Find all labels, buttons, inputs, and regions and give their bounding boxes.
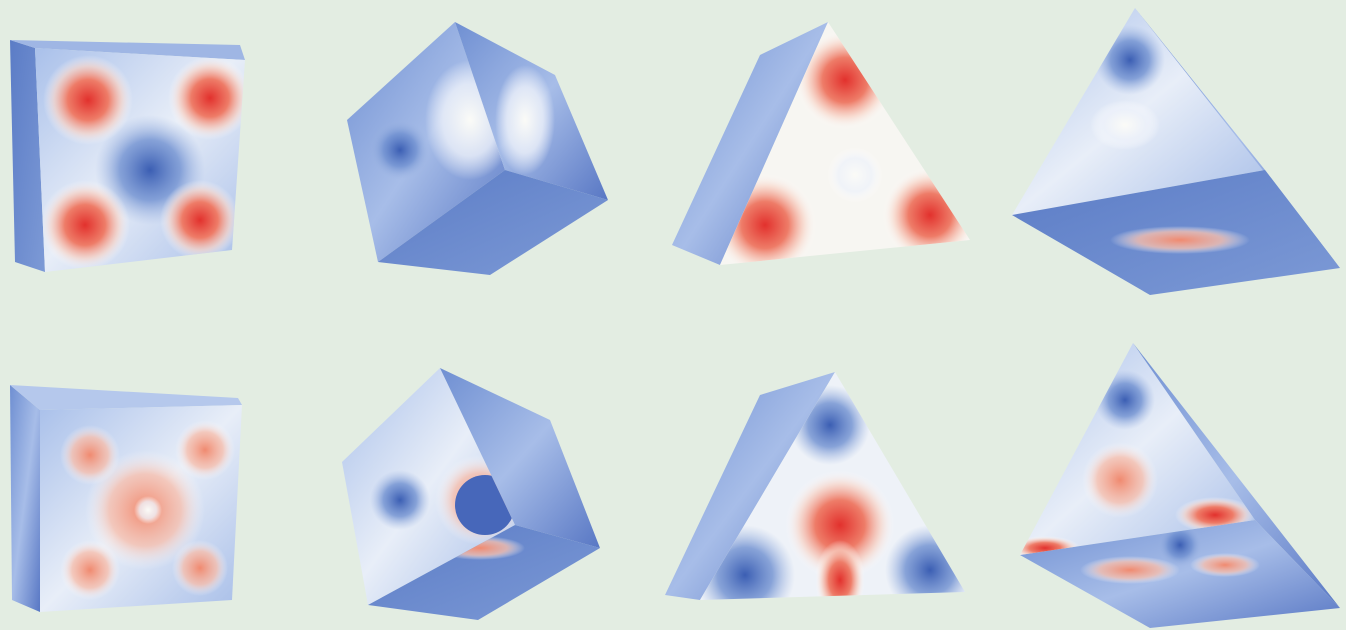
- side-face: [10, 40, 45, 272]
- red-spot: [168, 56, 245, 140]
- white-spot: [1090, 100, 1160, 150]
- bottom-face: [378, 170, 608, 275]
- pink-spot: [1082, 442, 1158, 518]
- right-face: [1133, 343, 1340, 608]
- pink-spot: [175, 420, 235, 480]
- heat-spots: [1020, 370, 1255, 555]
- pink-band: [1110, 226, 1250, 254]
- tetra-top-3: [672, 22, 970, 265]
- blue-spot: [1095, 25, 1165, 95]
- red-spot: [40, 180, 130, 270]
- right-face: [440, 368, 600, 548]
- white-spot: [495, 65, 555, 175]
- pink-spot: [60, 540, 120, 600]
- heat-spots: [495, 65, 555, 175]
- left-face: [672, 22, 828, 265]
- blue-spot: [1158, 523, 1202, 567]
- pink-band: [1190, 553, 1260, 577]
- pink-spot: [172, 540, 228, 596]
- side-face: [10, 385, 40, 612]
- blue-spot: [885, 525, 965, 600]
- pink-band: [1080, 556, 1180, 584]
- red-spot: [882, 167, 970, 263]
- top-face: [10, 385, 242, 410]
- heat-spots: [1080, 523, 1260, 584]
- heat-spots: [1110, 226, 1250, 254]
- tetra-bottom-4: [1020, 343, 1340, 628]
- heat-spots: [60, 420, 235, 600]
- tetra-bottom-3: [665, 372, 965, 600]
- tetra-top-4: [1012, 8, 1340, 295]
- blue-spot: [370, 470, 430, 530]
- cube-bottom-1: [10, 385, 242, 612]
- red-spot: [785, 470, 895, 580]
- cube-top-2: [347, 22, 608, 275]
- cube-top-1: [10, 40, 245, 272]
- red-spot: [160, 180, 240, 260]
- blue-spot: [1095, 370, 1155, 430]
- heat-spots: [720, 30, 970, 265]
- red-spot: [815, 540, 865, 600]
- blue-spot: [370, 120, 430, 180]
- top-face: [10, 40, 245, 60]
- red-spot: [43, 55, 133, 145]
- heat-spots: [40, 55, 245, 270]
- white-spot: [827, 147, 883, 203]
- cube-bottom-2: [342, 368, 600, 620]
- bottom-face: [368, 525, 600, 620]
- pink-spot: [60, 425, 120, 485]
- white-spot: [134, 496, 162, 524]
- bottom-face: [1020, 520, 1340, 628]
- left-face: [665, 372, 835, 600]
- left-face: [342, 368, 515, 605]
